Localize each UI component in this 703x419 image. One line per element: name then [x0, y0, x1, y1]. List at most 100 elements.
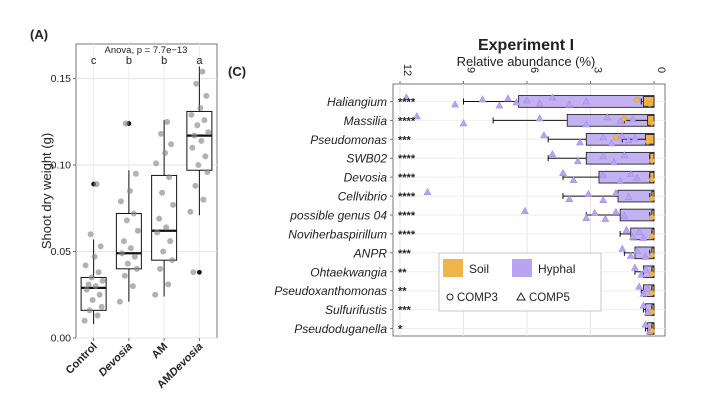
- data-point: [159, 189, 166, 196]
- data-point: [164, 118, 171, 125]
- data-point: [201, 117, 208, 124]
- point-comp5: [599, 152, 608, 160]
- point-comp5: [639, 289, 648, 297]
- point-comp3: [646, 101, 653, 107]
- x-tick-label: 6: [528, 67, 540, 73]
- category-label: Cellvibrio: [338, 190, 388, 204]
- point-comp5: [624, 136, 633, 144]
- point-comp5: [626, 169, 635, 178]
- point-comp5: [601, 214, 610, 222]
- data-point: [191, 132, 198, 139]
- data-point: [200, 196, 207, 203]
- point-comp5: [611, 207, 620, 215]
- y-tick-label: 0.15: [51, 73, 72, 85]
- point-comp3: [634, 96, 640, 103]
- data-point: [88, 274, 95, 281]
- data-point: [83, 286, 90, 293]
- significance-letter: b: [126, 55, 132, 67]
- outlier-point: [196, 269, 202, 275]
- panel-c-legend: Soil Hyphal COMP3 COMP5: [438, 252, 602, 312]
- point-comp5: [635, 227, 644, 235]
- data-point: [130, 210, 137, 217]
- data-point: [120, 238, 127, 245]
- legend-circle-icon: [446, 293, 454, 301]
- data-point: [202, 153, 209, 160]
- point-comp5: [413, 112, 421, 120]
- point-comp5: [548, 93, 557, 101]
- point-comp3: [613, 134, 619, 141]
- significance-stars: ****: [398, 96, 416, 108]
- data-point: [89, 296, 96, 303]
- point-comp5: [540, 131, 548, 139]
- data-point: [189, 144, 196, 151]
- point-comp5: [637, 270, 646, 278]
- point-comp5: [423, 187, 432, 195]
- point-comp5: [631, 263, 639, 271]
- significance-stars: *: [398, 324, 403, 336]
- significance-letter: b: [161, 55, 167, 67]
- data-point: [131, 253, 138, 260]
- data-point: [129, 283, 136, 290]
- data-point: [163, 224, 170, 231]
- point-comp3: [621, 115, 628, 122]
- data-point: [158, 130, 165, 137]
- point-comp5: [603, 113, 612, 121]
- data-point: [205, 129, 212, 136]
- panel-a-y-axis-label: Shoot dry weight (g): [39, 133, 54, 249]
- category-label: Pseudoxanthomonas: [274, 284, 387, 298]
- point-comp5: [402, 93, 411, 101]
- category-label: possible genus 04: [289, 209, 387, 223]
- y-tick-label: 0.00: [51, 333, 72, 345]
- significance-stars: ***: [398, 305, 412, 317]
- data-point: [168, 141, 175, 148]
- panel-c-x-axis-label: Relative abundance (%): [457, 54, 596, 69]
- category-label: Noviherbaspirillum: [288, 227, 387, 241]
- point-comp5: [582, 213, 591, 221]
- data-point: [81, 317, 88, 324]
- point-comp5: [628, 115, 637, 123]
- panel-a: (A) c b b a 0.00 0.05 0.10 0.15 ControlDevosia…: [30, 27, 218, 391]
- point-comp5: [582, 120, 591, 128]
- category-label: Ohtaekwangia: [310, 265, 387, 279]
- point-comp5: [639, 233, 648, 241]
- point-comp3: [649, 328, 655, 334]
- data-point: [96, 291, 103, 298]
- panel-c: (C) Experiment I Relative abundance (%) …: [228, 37, 667, 337]
- data-point: [93, 181, 100, 188]
- data-point: [94, 312, 101, 319]
- data-point: [187, 208, 194, 215]
- x-tick-label: AM: [150, 341, 171, 362]
- point-comp5: [616, 176, 625, 185]
- significance-stars: ****: [398, 191, 416, 203]
- point-comp3: [649, 309, 655, 315]
- x-tick-label: 12: [401, 64, 413, 76]
- data-point: [116, 298, 123, 305]
- point-comp5: [599, 170, 608, 179]
- significance-stars: ***: [398, 134, 412, 146]
- data-point: [154, 229, 161, 236]
- significance-stars: ****: [398, 115, 416, 127]
- category-label: ANPR: [353, 246, 388, 260]
- legend-triangle-icon: [516, 291, 526, 301]
- point-comp5: [599, 133, 608, 141]
- anova-annotation: Anova, p = 7.7e−13: [105, 45, 188, 56]
- panel-a-label: (A): [30, 27, 48, 42]
- point-comp5: [609, 158, 618, 166]
- panel-c-y-axis: Haliangium Massilia Pseudomonas SWB02 Devosi…: [274, 95, 393, 336]
- point-comp3: [649, 157, 655, 164]
- point-comp5: [631, 134, 639, 142]
- x-tick-label: 0: [655, 67, 667, 73]
- point-comp5: [584, 189, 593, 197]
- data-point: [188, 111, 195, 118]
- data-point: [193, 80, 200, 87]
- data-point: [203, 92, 210, 99]
- significance-stars: ****: [398, 229, 416, 241]
- point-comp5: [569, 175, 578, 184]
- data-point: [133, 265, 140, 272]
- point-comp5: [622, 225, 631, 233]
- point-comp5: [628, 232, 637, 240]
- point-comp5: [512, 98, 521, 106]
- point-comp5: [620, 211, 629, 219]
